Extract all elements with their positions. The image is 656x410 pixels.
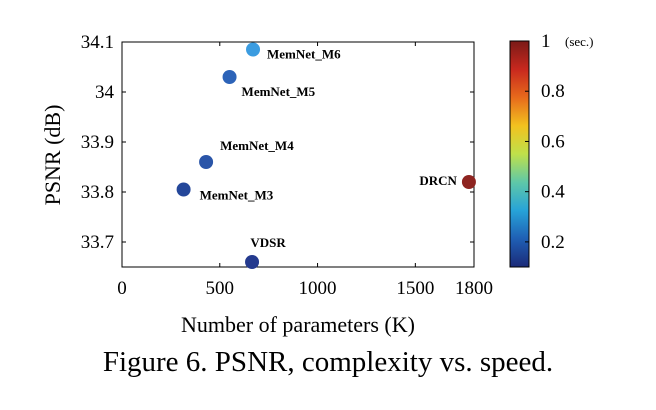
colorbar-tick-label: 0.8 [541, 81, 565, 102]
x-tick-label: 0 [117, 278, 127, 299]
y-axis-label: PSNR (dB) [40, 105, 65, 206]
x-axis-label: Number of parameters (K) [181, 312, 415, 337]
x-tick-label: 1500 [396, 278, 434, 299]
x-tick-label: 500 [206, 278, 235, 299]
x-tick-label: 1000 [299, 278, 337, 299]
y-tick-label: 33.8 [81, 182, 114, 203]
x-tick-label: 1800 [455, 278, 493, 299]
colorbar-tick-label: 1 [541, 31, 551, 52]
y-tick-label: 34.1 [81, 32, 114, 53]
data-point [176, 182, 191, 197]
y-tick-label: 33.7 [81, 232, 114, 253]
data-point [461, 175, 476, 189]
data-point-label: VDSR [250, 235, 286, 250]
data-point-label: MemNet_M3 [200, 188, 274, 203]
plot-frame [121, 41, 475, 268]
y-tick-label: 34 [95, 82, 115, 103]
y-tick-label: 33.9 [81, 132, 114, 153]
colorbar [509, 40, 530, 268]
colorbar-tick-label: 0.2 [541, 232, 565, 253]
data-point [199, 155, 214, 169]
data-point [245, 255, 260, 269]
data-point-label: MemNet_M6 [267, 47, 341, 62]
data-point-label: DRCN [419, 173, 457, 188]
data-point [222, 70, 237, 84]
data-point-label: MemNet_M4 [220, 138, 294, 153]
figure-caption: Figure 6. PSNR, complexity vs. speed. [102, 346, 554, 378]
data-point-label: MemNet_M5 [242, 84, 316, 99]
data-point [246, 42, 261, 57]
colorbar-unit-label: (sec.) [565, 34, 594, 49]
colorbar-tick-label: 0.4 [541, 182, 565, 203]
colorbar-tick-label: 0.6 [541, 131, 565, 152]
